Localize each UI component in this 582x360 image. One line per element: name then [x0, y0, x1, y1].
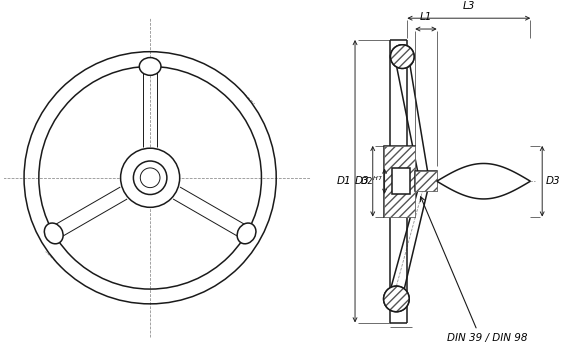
Text: D1: D1: [336, 176, 351, 186]
Ellipse shape: [44, 223, 63, 244]
Ellipse shape: [120, 148, 180, 207]
Ellipse shape: [133, 161, 167, 194]
Bar: [384, 146, 415, 217]
Bar: [415, 171, 436, 191]
Ellipse shape: [391, 45, 414, 68]
Text: L1: L1: [420, 12, 432, 22]
Polygon shape: [436, 163, 530, 199]
Text: DIN 39 / DIN 98: DIN 39 / DIN 98: [447, 333, 527, 343]
Bar: [415, 171, 436, 191]
Text: L3: L3: [463, 1, 475, 11]
Ellipse shape: [384, 286, 409, 312]
Ellipse shape: [237, 223, 256, 244]
Text: $D2^{H7}$: $D2^{H7}$: [360, 175, 382, 188]
Ellipse shape: [384, 286, 409, 312]
Bar: [384, 146, 415, 217]
Bar: [392, 168, 410, 194]
Text: D3: D3: [355, 176, 370, 186]
Text: D3: D3: [546, 176, 560, 186]
Ellipse shape: [139, 58, 161, 75]
Ellipse shape: [391, 45, 414, 68]
